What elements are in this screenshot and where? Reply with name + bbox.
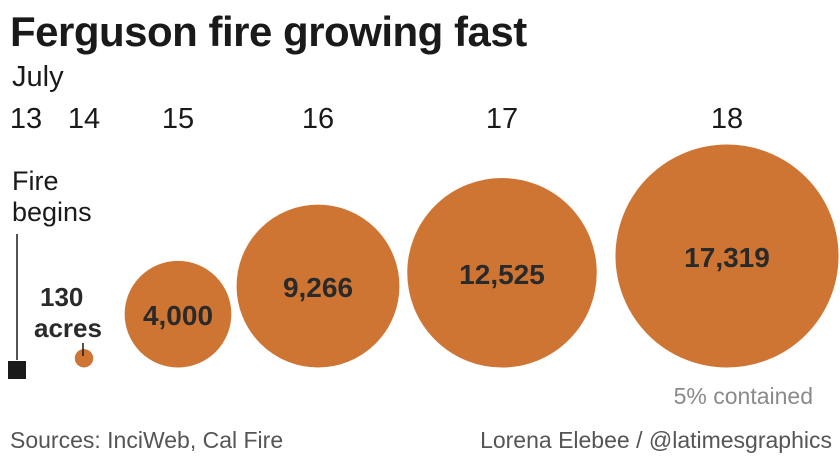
first-value-annotation: 130 acres xyxy=(34,282,102,356)
author-credit: Lorena Elebee / @latimesgraphics xyxy=(480,427,832,453)
fire-start-marker xyxy=(8,361,26,379)
bubble-value-label-july-16: 9,266 xyxy=(283,272,353,303)
day-label-14: 14 xyxy=(68,103,100,135)
bubble-july-15 xyxy=(123,259,233,369)
bubble-value-label-july-17: 12,525 xyxy=(459,259,545,290)
containment-note: 5% contained xyxy=(674,383,813,409)
bubbles: 4,000 9,266 12,525 17,319 xyxy=(73,143,840,369)
day-labels: 13 14 15 16 17 18 xyxy=(10,103,743,135)
bubble-july-18 xyxy=(614,143,840,369)
bubble-july-17 xyxy=(406,177,598,369)
day-label-16: 16 xyxy=(302,103,334,135)
day-label-13: 13 xyxy=(10,103,42,135)
day-label-17: 17 xyxy=(486,103,518,135)
bubble-value-label-july-18: 17,319 xyxy=(684,242,770,273)
first-value-unit: acres xyxy=(34,313,102,343)
day-label-18: 18 xyxy=(711,103,743,135)
bubble-value-label-july-15: 4,000 xyxy=(143,300,213,331)
bubble-july-14 xyxy=(73,348,95,369)
fire-begins-line1: Fire xyxy=(12,166,59,196)
bubble-chart: 13 14 15 16 17 18 Fire begins 4,000 9,266 12,52… xyxy=(8,103,840,409)
start-annotation: Fire begins xyxy=(8,166,92,379)
day-label-15: 15 xyxy=(162,103,194,135)
month-label: July xyxy=(12,61,64,93)
bubble-july-16 xyxy=(235,203,401,369)
chart-title: Ferguson fire growing fast xyxy=(10,8,527,55)
first-value-number: 130 xyxy=(40,282,83,312)
sources-credit: Sources: InciWeb, Cal Fire xyxy=(10,427,284,453)
fire-begins-line2: begins xyxy=(12,197,92,227)
